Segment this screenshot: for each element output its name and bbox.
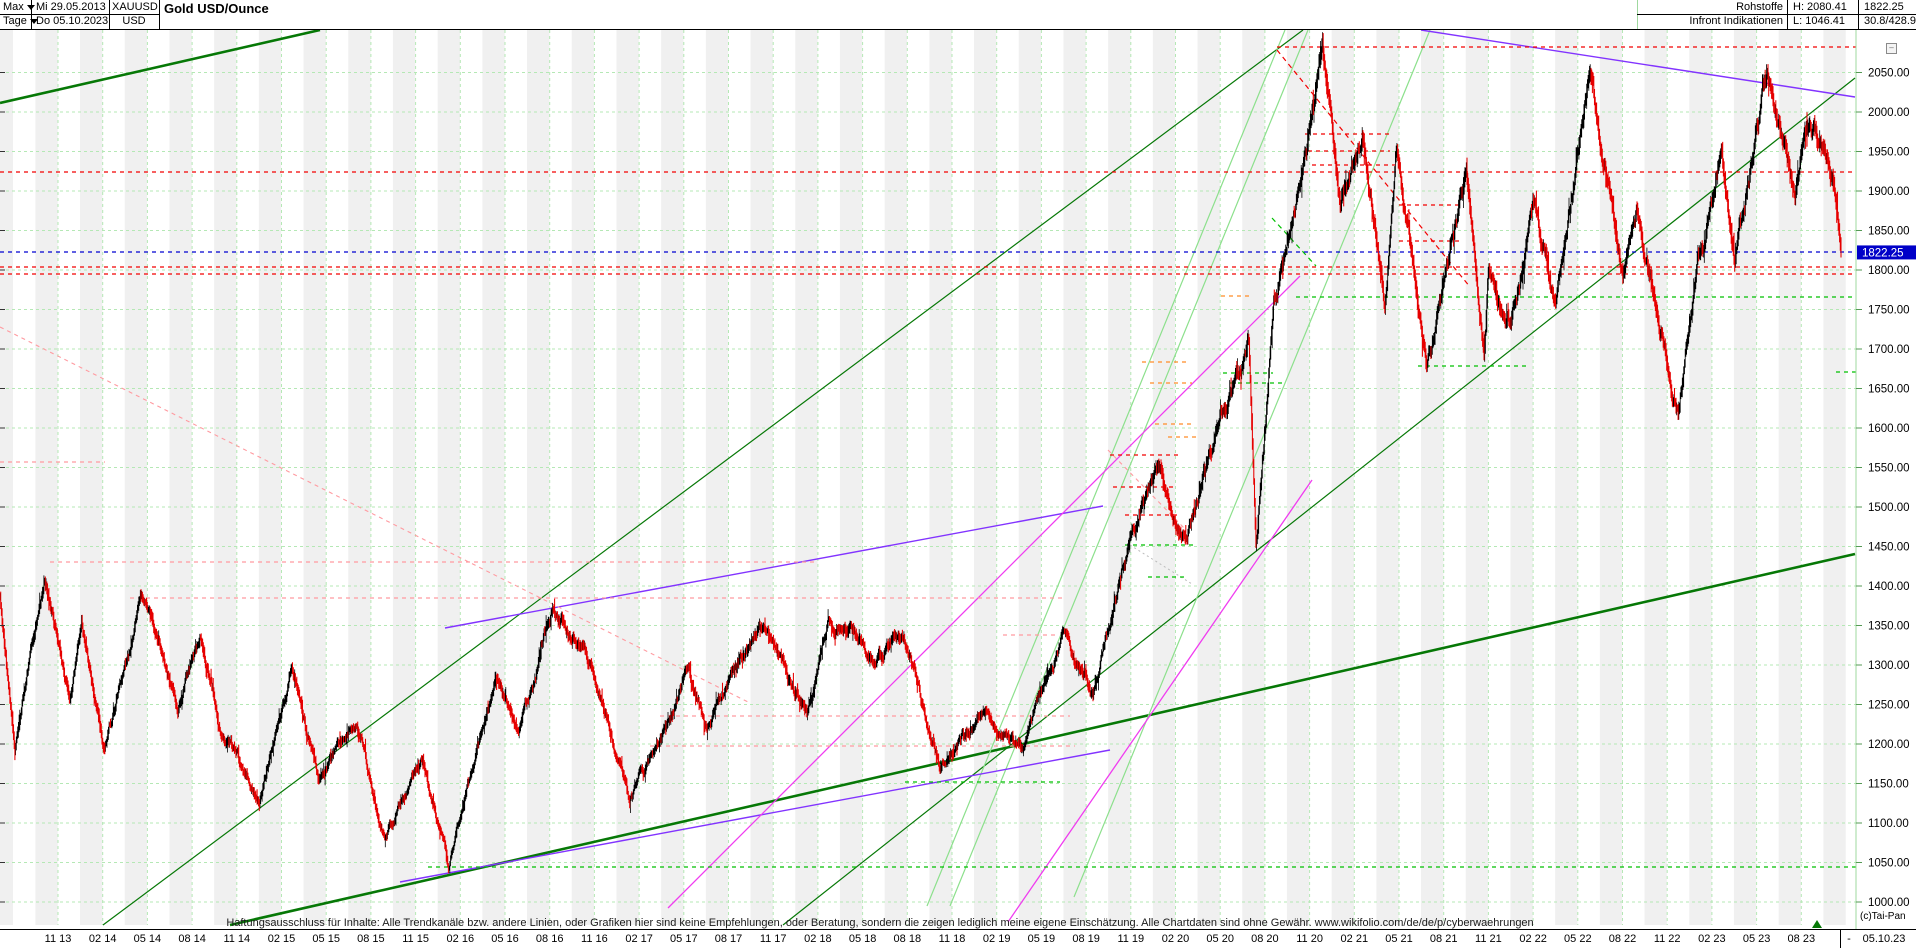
category-label: Rohstoffe bbox=[1736, 1, 1783, 13]
x-axis-tick-label: 08 14 bbox=[178, 933, 206, 945]
x-axis-end-date: 05.10.23 bbox=[1862, 933, 1906, 945]
x-axis-tick-label: 02 14 bbox=[88, 933, 117, 945]
disclaimer-text: Haftungsausschluss für Inhalte: Alle Tre… bbox=[226, 917, 1534, 929]
svg-text:1050.00: 1050.00 bbox=[1868, 858, 1910, 870]
x-axis-tick-label: 08 18 bbox=[893, 933, 922, 945]
currency-label: USD bbox=[122, 15, 146, 27]
svg-text:1200.00: 1200.00 bbox=[1868, 739, 1910, 751]
svg-text:1450.00: 1450.00 bbox=[1868, 542, 1910, 554]
x-axis-tick-label: 05 18 bbox=[848, 933, 877, 945]
x-axis-dash: - bbox=[1847, 933, 1851, 945]
x-axis-tick-label: 02 18 bbox=[804, 933, 832, 945]
svg-text:1800.00: 1800.00 bbox=[1868, 265, 1910, 277]
svg-text:1850.00: 1850.00 bbox=[1868, 226, 1910, 238]
collapse-panel-icon[interactable]: – bbox=[1886, 43, 1897, 54]
divider bbox=[1637, 14, 1916, 15]
svg-text:1600.00: 1600.00 bbox=[1868, 423, 1910, 435]
x-axis: - 05.10.23 11 13 02 14 05 14 08 14 11 14 02 1… bbox=[0, 929, 1916, 948]
last-price: 1822.25 bbox=[1864, 1, 1904, 13]
divider bbox=[0, 29, 1916, 30]
svg-text:1500.00: 1500.00 bbox=[1868, 502, 1910, 514]
svg-text:1150.00: 1150.00 bbox=[1868, 779, 1909, 791]
svg-text:1250.00: 1250.00 bbox=[1868, 700, 1910, 712]
x-axis-tick-label: 11 16 bbox=[581, 933, 608, 945]
svg-text:1700.00: 1700.00 bbox=[1868, 344, 1910, 356]
x-axis-tick-label: 08 15 bbox=[357, 933, 385, 945]
x-axis-tick-label: 11 14 bbox=[223, 933, 251, 945]
svg-text:1300.00: 1300.00 bbox=[1868, 660, 1910, 672]
x-axis-tick-label: 11 21 bbox=[1475, 933, 1502, 945]
x-axis-tick-label: 08 17 bbox=[714, 933, 743, 945]
x-axis-tick-label: 05 20 bbox=[1206, 933, 1234, 945]
x-axis-tick-label: 02 20 bbox=[1161, 933, 1190, 945]
x-axis-tick-label: 05 17 bbox=[670, 933, 698, 945]
divider bbox=[0, 14, 159, 15]
x-axis-tick-label: 11 19 bbox=[1117, 933, 1145, 945]
x-axis-tick-label: 11 22 bbox=[1653, 933, 1681, 945]
x-axis-tick-label: 08 22 bbox=[1608, 933, 1637, 945]
x-axis-tick-label: 05 16 bbox=[491, 933, 519, 945]
period-low: L: 1046.41 bbox=[1793, 15, 1845, 27]
x-axis-tick-label: 02 19 bbox=[982, 933, 1011, 945]
x-axis-tick-label: 11 20 bbox=[1296, 933, 1323, 945]
current-price-chip: 1822.25 bbox=[1862, 247, 1904, 259]
x-axis-tick-label: 11 18 bbox=[938, 933, 966, 945]
x-axis-tick-label: 08 21 bbox=[1429, 933, 1458, 945]
svg-text:1000.00: 1000.00 bbox=[1868, 897, 1910, 909]
x-axis-tick-label: 08 19 bbox=[1072, 933, 1100, 945]
x-axis-tick-label: 08 16 bbox=[535, 933, 564, 945]
svg-text:1100.00: 1100.00 bbox=[1868, 818, 1909, 830]
x-axis-tick-label: 05 23 bbox=[1742, 933, 1771, 945]
x-axis-tick-label: 08 23 bbox=[1787, 933, 1816, 945]
x-axis-tick-label: 02 22 bbox=[1519, 933, 1547, 945]
svg-text:1650.00: 1650.00 bbox=[1868, 384, 1910, 396]
x-axis-tick-label: 05 15 bbox=[312, 933, 340, 945]
range-dropdown[interactable]: Max bbox=[3, 1, 35, 14]
x-axis-tick-label: 05 14 bbox=[133, 933, 162, 945]
svg-text:1900.00: 1900.00 bbox=[1868, 186, 1910, 198]
x-axis-tick-label: 05 21 bbox=[1385, 933, 1413, 945]
date-to: Do 05.10.2023 bbox=[36, 15, 109, 27]
x-axis-tick-label: 02 17 bbox=[625, 933, 653, 945]
date-from: Mi 29.05.2013 bbox=[36, 1, 106, 13]
svg-text:2050.00: 2050.00 bbox=[1868, 68, 1910, 80]
x-axis-tick-label: 05 19 bbox=[1027, 933, 1056, 945]
svg-text:2000.00: 2000.00 bbox=[1868, 107, 1910, 119]
svg-text:1950.00: 1950.00 bbox=[1868, 147, 1910, 159]
symbol-label: XAUUSD bbox=[112, 1, 158, 13]
copyright-label: (c)Tai-Pan bbox=[1860, 911, 1906, 922]
svg-text:1750.00: 1750.00 bbox=[1868, 305, 1910, 317]
x-axis-tick-label: 02 15 bbox=[267, 933, 296, 945]
svg-text:1550.00: 1550.00 bbox=[1868, 463, 1910, 475]
x-axis-tick-label: 11 13 bbox=[44, 933, 72, 945]
divider bbox=[159, 0, 160, 29]
chevron-down-icon bbox=[29, 18, 38, 24]
svg-text:1400.00: 1400.00 bbox=[1868, 581, 1910, 593]
period-high: H: 2080.41 bbox=[1793, 1, 1847, 13]
divider bbox=[1840, 930, 1841, 948]
period-dropdown[interactable]: Tage bbox=[3, 15, 38, 28]
x-axis-tick-label: 05 22 bbox=[1564, 933, 1592, 945]
change-value: 30.8/428.9 bbox=[1864, 15, 1916, 27]
feed-label: Infront Indikationen bbox=[1689, 15, 1783, 27]
chevron-down-icon bbox=[26, 4, 35, 10]
x-axis-tick-label: 02 16 bbox=[446, 933, 475, 945]
x-axis-tick-label: 08 20 bbox=[1251, 933, 1279, 945]
x-axis-tick-label: 02 21 bbox=[1340, 933, 1369, 945]
x-axis-tick-label: 11 17 bbox=[759, 933, 787, 945]
page-title: Gold USD/Ounce bbox=[164, 1, 269, 16]
x-axis-tick-label: 11 15 bbox=[402, 933, 429, 945]
svg-text:1350.00: 1350.00 bbox=[1868, 621, 1910, 633]
x-axis-tick-label: 02 23 bbox=[1698, 933, 1726, 945]
